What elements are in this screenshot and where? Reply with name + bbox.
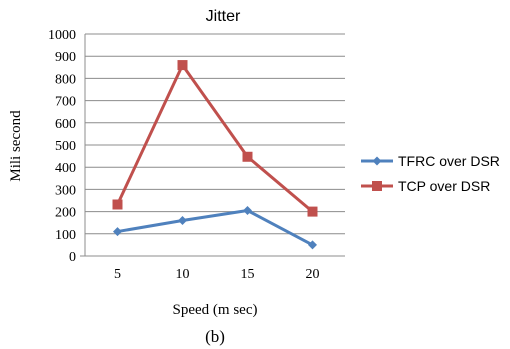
series-0 [113, 205, 317, 250]
y-tick-label: 200 [55, 206, 76, 221]
y-tick-label: 900 [55, 50, 76, 65]
y-tick-label: 400 [55, 161, 76, 176]
x-axis-label: Speed (m sec) [173, 302, 258, 318]
y-tick-label: 0 [69, 250, 76, 265]
data-point [112, 199, 123, 210]
data-point [242, 151, 253, 162]
x-tick-label: 5 [114, 267, 121, 282]
x-tick-label: 15 [241, 267, 255, 282]
data-point [177, 60, 188, 71]
y-axis-label: Mili second [8, 110, 24, 182]
legend-item: TCP over DSR [361, 178, 490, 194]
legend-label: TCP over DSR [398, 178, 490, 194]
legend-swatch-marker [372, 156, 382, 166]
y-tick-label: 100 [55, 228, 76, 243]
y-tick-label: 300 [55, 183, 76, 198]
series-line [117, 208, 314, 247]
y-tick-label: 500 [55, 139, 76, 154]
chart-title: Jitter [206, 8, 241, 25]
legend: TFRC over DSR TCP over DSR [361, 153, 500, 194]
legend-swatch-marker [372, 181, 382, 191]
data-point [243, 205, 252, 215]
series-line [116, 63, 314, 213]
data-point [308, 240, 317, 250]
y-tick-label: 1000 [48, 28, 76, 43]
data-point [113, 227, 122, 237]
legend-item: TFRC over DSR [361, 153, 500, 169]
series-1 [112, 60, 318, 217]
y-tick-label: 600 [55, 117, 76, 132]
x-tick-label: 10 [176, 267, 190, 282]
x-tick-label: 20 [306, 267, 320, 282]
y-tick-label: 700 [55, 95, 76, 110]
series-group [112, 60, 318, 250]
figure-caption: (b) [205, 327, 225, 346]
y-tick-label: 800 [55, 72, 76, 87]
gridlines [80, 33, 345, 257]
legend-label: TFRC over DSR [398, 153, 500, 169]
data-point [178, 215, 187, 225]
x-tick-labels: 5 10 15 20 [114, 267, 320, 282]
y-tick-labels: 0 100 200 300 400 500 600 700 800 900 1000 [48, 28, 76, 265]
data-point [307, 206, 318, 217]
